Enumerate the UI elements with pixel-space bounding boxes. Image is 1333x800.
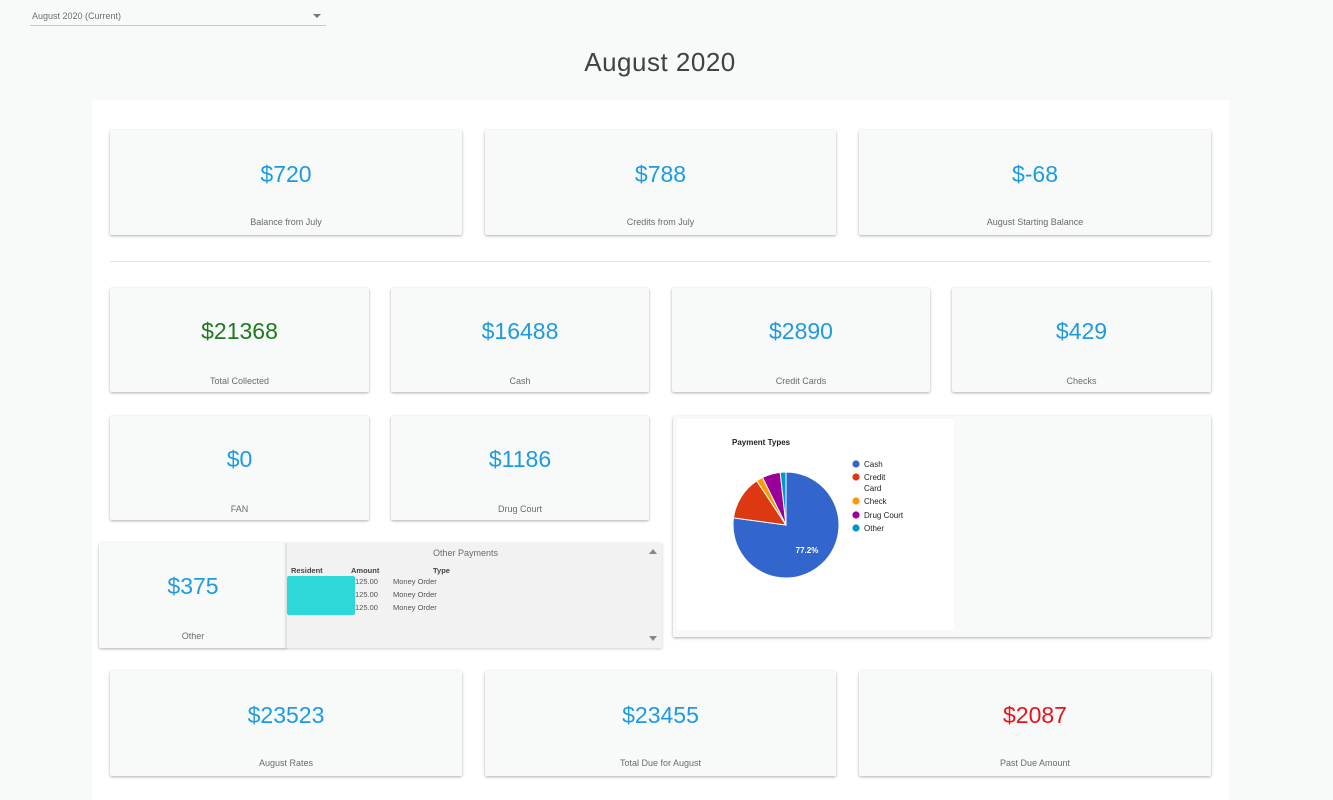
credits-from-july-card: $788 Credits from July: [485, 130, 836, 235]
balance-from-july-amount: $720: [260, 161, 312, 187]
other-payments-title: Other Payments: [432, 548, 499, 558]
table-row-type: Money Order: [393, 577, 437, 586]
scroll-up-arrow-icon[interactable]: [649, 549, 657, 554]
total-collected-card: $21368 Total Collected: [110, 288, 369, 392]
total-due-amount: $23455: [622, 702, 699, 728]
pie-slice-other[interactable]: [779, 471, 787, 526]
balance-from-july-card: $720 Balance from July: [110, 130, 462, 235]
past-due-card: $2087 Past Due Amount: [859, 671, 1211, 776]
table-row-type: Money Order: [393, 603, 437, 612]
past-due-amount: $2087: [1003, 702, 1067, 728]
drug-court-amount: $1186: [488, 446, 552, 472]
august-rates-card: $23523 August Rates: [110, 671, 462, 776]
divider: [110, 261, 1211, 262]
legend-marker-credit-card: [852, 473, 860, 481]
cash-card: $16488 Cash: [391, 288, 649, 392]
other-amount: $375: [167, 573, 219, 599]
cash-label: Cash: [509, 376, 531, 386]
checks-card: $429 Checks: [952, 288, 1211, 392]
month-select[interactable]: August 2020 (Current): [30, 6, 326, 26]
scroll-down-arrow-icon[interactable]: [649, 636, 657, 641]
fan-label: FAN: [230, 504, 249, 514]
slice-label-cash: 77.2%: [796, 546, 819, 555]
drug-court-card: $1186 Drug Court: [391, 416, 649, 520]
august-rates-label: August Rates: [258, 758, 314, 768]
table-row-amount: 125.00: [355, 577, 378, 586]
drug-court-label: Drug Court: [497, 504, 542, 514]
starting-balance-label: August Starting Balance: [986, 217, 1084, 227]
total-due-label: Total Due for August: [619, 758, 702, 768]
page-title: August 2020: [584, 47, 736, 77]
payment-types-chart: Payment Types 77.2% Cash Credit Card Check D…: [677, 419, 954, 630]
other-label: Other: [181, 631, 205, 641]
legend-marker-check: [852, 497, 860, 505]
total-collected-amount: $21368: [201, 318, 278, 344]
column-header-amount: Amount: [351, 566, 380, 575]
redacted-resident-names: [287, 576, 355, 615]
starting-balance-card: $-68 August Starting Balance: [859, 130, 1211, 235]
table-row-amount: 125.00: [355, 603, 378, 612]
checks-label: Checks: [1066, 376, 1097, 386]
other-payments-table: Other Payments Resident Amount Type 125.…: [286, 543, 662, 648]
cash-amount: $16488: [481, 318, 559, 344]
legend-label-credit-card: Credit Card: [864, 473, 886, 493]
credit-cards-amount: $2890: [769, 318, 833, 344]
legend-label-check: Check: [864, 497, 888, 506]
legend-label-other: Other: [864, 524, 884, 533]
credit-cards-card: $2890 Credit Cards: [672, 288, 930, 392]
legend-marker-other: [852, 524, 860, 532]
pie-chart-svg: Payment Types 77.2% Cash Credit Card Check D…: [732, 438, 904, 579]
legend-label-drug-court: Drug Court: [864, 511, 904, 520]
credit-cards-label: Credit Cards: [775, 376, 827, 386]
table-row-amount: 125.00: [355, 590, 378, 599]
credits-from-july-label: Credits from July: [626, 217, 695, 227]
payment-types-chart-card: Payment Types 77.2% Cash Credit Card Check D…: [673, 416, 1211, 637]
chart-title: Payment Types: [732, 438, 791, 447]
august-rates-amount: $23523: [247, 702, 325, 728]
table-row-type: Money Order: [393, 590, 437, 599]
fan-amount: $0: [226, 446, 253, 472]
column-header-type: Type: [433, 566, 450, 575]
total-due-card: $23455 Total Due for August: [485, 671, 836, 776]
column-header-resident: Resident: [291, 566, 323, 575]
past-due-label: Past Due Amount: [999, 758, 1071, 768]
chevron-down-icon[interactable]: [313, 14, 321, 18]
legend-label-cash: Cash: [864, 460, 883, 469]
legend-marker-cash: [852, 460, 860, 468]
legend-marker-drug-court: [852, 511, 860, 519]
balance-from-july-label: Balance from July: [250, 217, 322, 227]
total-collected-label: Total Collected: [209, 376, 270, 386]
starting-balance-amount: $-68: [1011, 161, 1059, 187]
checks-amount: $429: [1055, 318, 1108, 344]
month-select-value: August 2020 (Current): [32, 11, 122, 21]
fan-card: $0 FAN: [110, 416, 369, 520]
credits-from-july-amount: $788: [634, 161, 687, 187]
other-card: $375 Other: [99, 543, 287, 648]
